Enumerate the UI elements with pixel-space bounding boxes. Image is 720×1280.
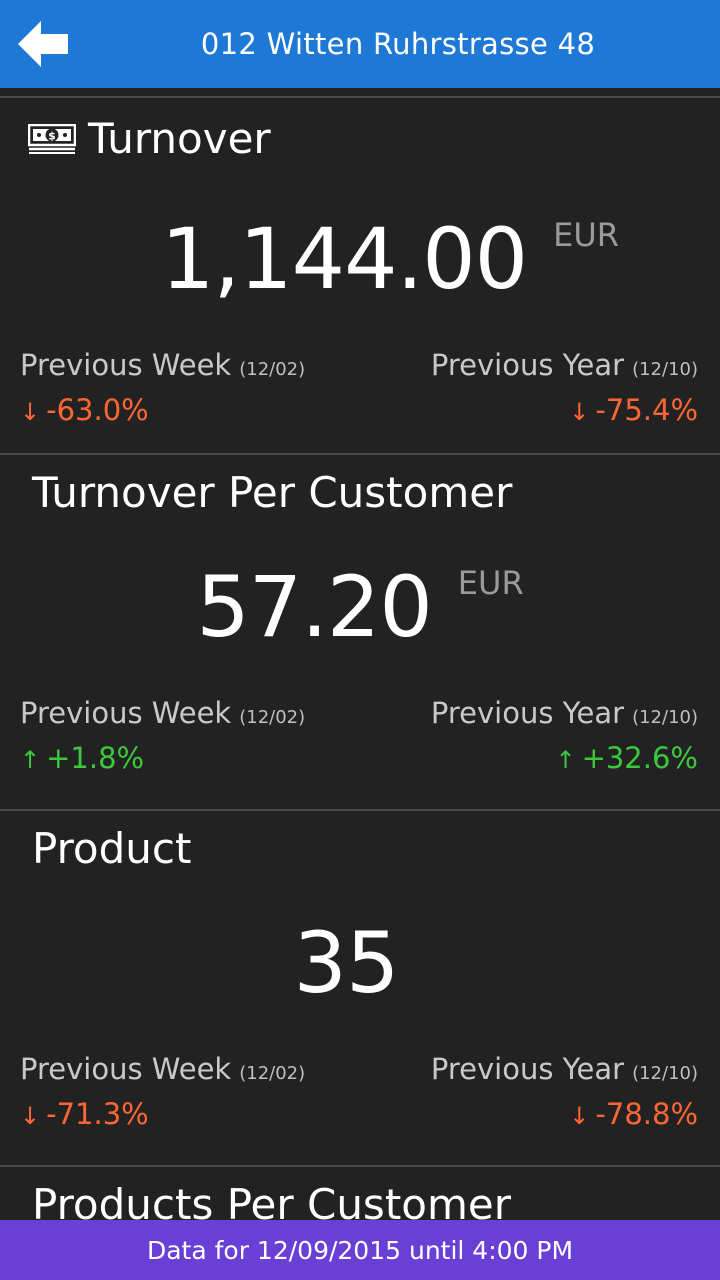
arrow-down-icon: ↓ (20, 398, 41, 426)
divider (0, 453, 720, 455)
prev-year-label: Previous Year (430, 696, 625, 730)
prev-week-label: Previous Week (20, 1052, 232, 1086)
product-prev-week-label: Previous Week (12/02) (20, 1052, 305, 1086)
prev-week-date: (12/02) (239, 707, 306, 728)
turnover-per-customer-title: Turnover Per Customer (32, 468, 513, 517)
turnover-prev-week-change: ↓ -63.0% (20, 393, 149, 427)
back-button[interactable] (14, 16, 72, 72)
change-value: -78.8% (595, 1097, 698, 1131)
product-prev-week-change: ↓ -71.3% (20, 1097, 149, 1131)
turnover-prev-year-label: Previous Year (12/10) (431, 348, 698, 382)
product-title: Product (32, 824, 192, 873)
change-value: -75.4% (595, 393, 698, 427)
arrow-down-icon: ↓ (569, 398, 590, 426)
prev-year-date: (12/10) (632, 707, 698, 728)
header-bar: 012 Witten Ruhrstrasse 48 (0, 0, 720, 88)
turnover-prev-week-label: Previous Week (12/02) (20, 348, 305, 382)
tpc-prev-year-label: Previous Year (12/10) (431, 696, 698, 730)
turnover-unit: EUR (553, 216, 619, 254)
tpc-prev-week-change: ↑ +1.8% (20, 741, 144, 775)
store-title: 012 Witten Ruhrstrasse 48 (200, 27, 596, 61)
product-value: 35 (293, 914, 400, 1012)
product-prev-year-label: Previous Year (12/10) (431, 1052, 698, 1086)
turnover-value-row: 1,144.00 EUR (0, 210, 720, 308)
divider (0, 1165, 720, 1167)
product-value-row: 35 (0, 914, 720, 1012)
prev-week-date: (12/02) (239, 1063, 306, 1084)
arrow-up-icon: ↑ (555, 746, 576, 774)
svg-text:$: $ (48, 129, 56, 142)
arrow-left-icon (18, 21, 68, 67)
tpc-prev-week-label: Previous Week (12/02) (20, 696, 305, 730)
turnover-title-label: Turnover (88, 114, 271, 163)
turnover-title: $ Turnover (28, 114, 271, 163)
prev-year-date: (12/10) (632, 1063, 698, 1084)
turnover-per-customer-unit: EUR (457, 564, 524, 602)
change-value: -71.3% (46, 1097, 149, 1131)
prev-week-date: (12/02) (239, 359, 306, 380)
arrow-up-icon: ↑ (20, 746, 41, 774)
arrow-down-icon: ↓ (569, 1102, 590, 1130)
footer-text: Data for 12/09/2015 until 4:00 PM (146, 1235, 574, 1265)
change-value: +32.6% (581, 741, 698, 775)
prev-week-label: Previous Week (20, 696, 232, 730)
money-icon: $ (28, 123, 76, 154)
prev-year-label: Previous Year (430, 1052, 625, 1086)
arrow-down-icon: ↓ (20, 1102, 41, 1130)
turnover-prev-year-change: ↓ -75.4% (569, 393, 698, 427)
turnover-per-customer-value-row: 57.20 EUR (0, 558, 720, 656)
turnover-value: 1,144.00 (161, 210, 528, 308)
change-value: -63.0% (46, 393, 149, 427)
divider (0, 809, 720, 811)
prev-year-label: Previous Year (430, 348, 625, 382)
product-prev-year-change: ↓ -78.8% (569, 1097, 698, 1131)
data-timestamp-footer: Data for 12/09/2015 until 4:00 PM (0, 1220, 720, 1280)
change-value: +1.8% (46, 741, 145, 775)
turnover-per-customer-value: 57.20 (196, 558, 432, 656)
prev-week-label: Previous Week (20, 348, 232, 382)
prev-year-date: (12/10) (632, 359, 698, 380)
tpc-prev-year-change: ↑ +32.6% (555, 741, 698, 775)
divider (0, 96, 720, 98)
